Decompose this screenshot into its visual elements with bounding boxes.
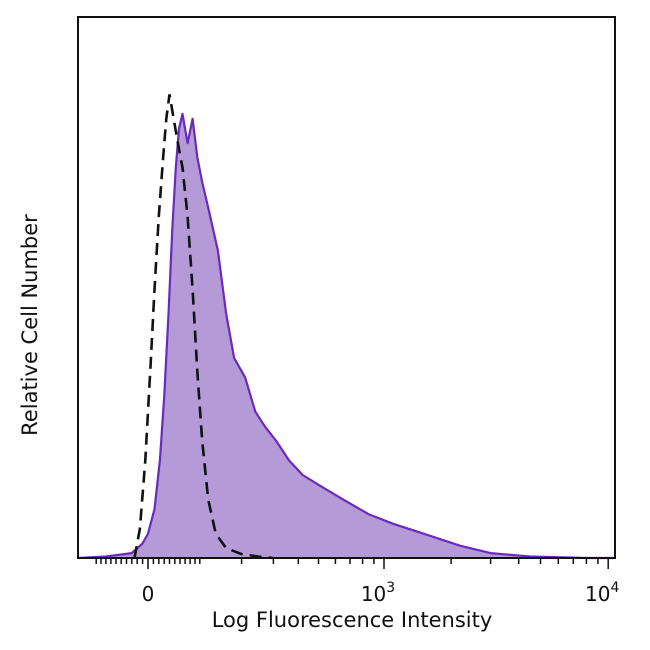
plot-area — [78, 94, 614, 560]
x-tick-label: 104 — [585, 580, 619, 606]
series-filled-histogram-outline — [78, 112, 614, 560]
series-filled-histogram — [79, 113, 614, 559]
x-tick-label: 103 — [361, 580, 395, 606]
x-tick-label: 0 — [142, 582, 155, 606]
plot-frame — [77, 16, 616, 559]
series-dashed-histogram — [133, 94, 274, 560]
x-axis-ticks — [95, 558, 609, 569]
x-axis-title: Log Fluorescence Intensity — [212, 608, 493, 632]
y-axis-title: Relative Cell Number — [18, 214, 42, 436]
x-axis-tick-labels: 0 103 104 — [142, 580, 620, 606]
